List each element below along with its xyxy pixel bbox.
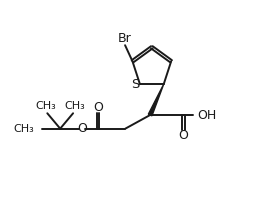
Text: O: O: [93, 100, 103, 114]
Text: CH₃: CH₃: [64, 101, 85, 111]
Text: S: S: [131, 78, 140, 91]
Text: Br: Br: [118, 32, 132, 45]
Polygon shape: [148, 84, 164, 116]
Text: CH₃: CH₃: [13, 124, 34, 134]
Text: O: O: [77, 122, 87, 135]
Text: O: O: [179, 129, 188, 142]
Text: OH: OH: [197, 109, 216, 121]
Text: CH₃: CH₃: [36, 101, 56, 111]
